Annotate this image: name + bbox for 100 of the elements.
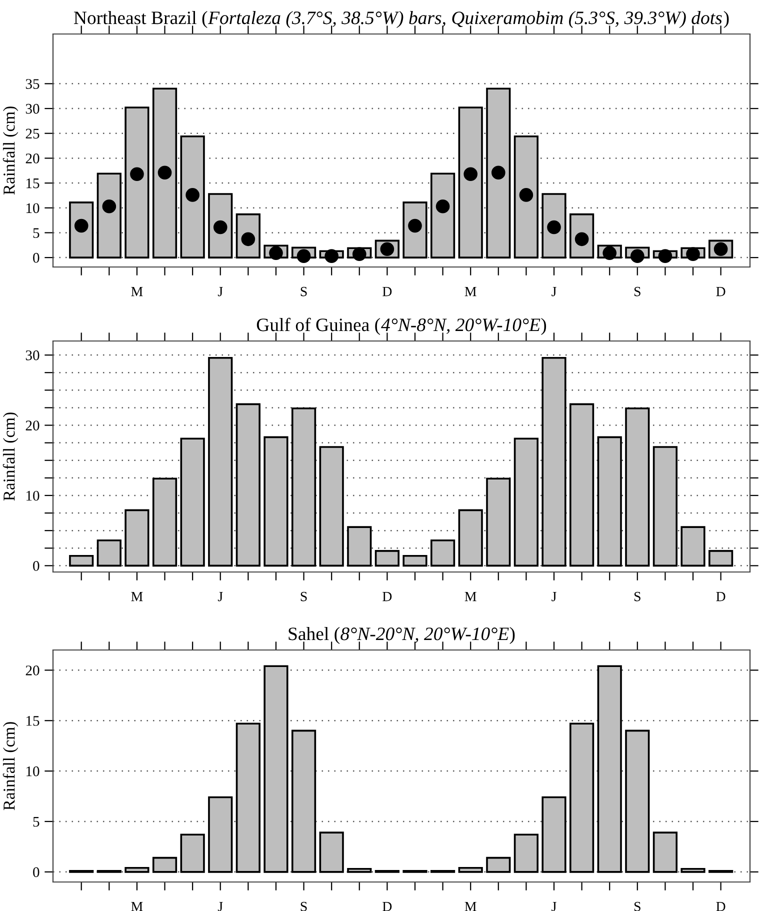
point (269, 246, 283, 260)
bar (680, 526, 706, 567)
point (630, 249, 644, 263)
point (158, 166, 172, 180)
x-tick-label: M (131, 902, 143, 911)
y-tick-label: 20 (26, 666, 40, 676)
y-tick-label: 25 (26, 128, 40, 139)
bar (180, 834, 205, 873)
bar (486, 88, 511, 258)
point (519, 188, 534, 202)
bar (291, 730, 316, 873)
y-tick-label: 10 (26, 490, 40, 501)
x-tick-label: D (382, 286, 392, 296)
point (186, 188, 200, 202)
bar (69, 554, 94, 567)
point (102, 199, 116, 214)
x-tick-label: D (716, 592, 726, 602)
bar (542, 796, 566, 873)
x-tick-label: J (552, 902, 556, 911)
y-tick-label: 20 (26, 420, 40, 430)
point (352, 247, 366, 261)
bar (124, 866, 150, 873)
chart-title: Gulf of Guinea (4°N-8°N, 20°W-10°E) (256, 318, 546, 335)
x-tick-label: M (131, 286, 143, 296)
bar (458, 106, 483, 258)
bar (124, 509, 150, 567)
x-tick-label: M (464, 592, 476, 602)
y-tick-label: 10 (26, 203, 40, 214)
bar (458, 509, 483, 567)
bar (625, 730, 650, 873)
bar (124, 106, 150, 258)
y-tick-label: 30 (26, 104, 40, 114)
bar (597, 436, 622, 567)
chart-title: Northeast Brazil (Fortaleza (3.7°S, 38.5°W) bars, Quixeramobim (5.3°S, 39.3°W) dots) (74, 10, 729, 28)
point (602, 246, 617, 260)
x-tick-label: S (300, 592, 307, 602)
bar (208, 356, 233, 567)
bar (152, 856, 178, 873)
bar (680, 868, 706, 873)
x-tick-label: D (382, 902, 392, 911)
bar (347, 868, 372, 873)
x-tick-label: J (552, 592, 556, 602)
x-tick-label: M (131, 592, 143, 602)
y-tick-label: 0 (33, 561, 40, 571)
bar (402, 554, 428, 567)
y-tick-label: 0 (33, 867, 40, 878)
bar (347, 526, 372, 567)
x-tick-label: M (464, 902, 476, 911)
bar (708, 550, 734, 567)
y-axis-title: Rainfall (cm) (2, 412, 18, 501)
y-tick-label: 20 (26, 154, 40, 164)
x-tick-label: S (634, 902, 640, 911)
chart-title: Sahel (8°N-20°N, 20°W-10°E) (288, 626, 515, 644)
x-tick-label: S (300, 902, 307, 911)
bar (319, 832, 344, 873)
bar (236, 722, 260, 873)
bar (264, 665, 288, 873)
y-tick-label: 15 (26, 178, 40, 188)
bar (514, 834, 538, 873)
x-tick-label: M (464, 286, 476, 296)
point (491, 166, 506, 180)
bar (542, 356, 566, 567)
y-tick-label: 10 (26, 766, 40, 776)
bar (486, 856, 511, 873)
bar (430, 540, 456, 567)
y-tick-label: 0 (33, 252, 40, 263)
bar (180, 135, 205, 258)
y-tick-label: 15 (26, 716, 40, 726)
bar (514, 438, 538, 567)
x-tick-label: D (716, 902, 726, 911)
y-tick-label: 35 (26, 79, 40, 89)
x-tick-label: J (218, 592, 223, 602)
bar (236, 403, 260, 567)
bar (597, 665, 622, 873)
bar (652, 446, 678, 567)
bar (319, 446, 344, 567)
bar (96, 540, 122, 567)
x-tick-label: S (634, 592, 640, 602)
point (547, 220, 561, 234)
bar (625, 408, 650, 567)
bar (514, 135, 538, 258)
bar (152, 478, 178, 567)
x-tick-label: S (634, 286, 640, 296)
point (658, 249, 672, 263)
y-tick-label: 30 (26, 350, 40, 360)
point (686, 247, 700, 261)
bar (458, 866, 483, 873)
bar (374, 550, 400, 567)
point (296, 249, 311, 263)
point (130, 167, 144, 182)
bar (430, 172, 456, 258)
point (213, 220, 228, 234)
y-axis-title: Rainfall (cm) (2, 722, 18, 810)
point (324, 249, 338, 263)
y-tick-label: 5 (33, 228, 40, 238)
x-tick-label: J (218, 286, 223, 296)
bar (291, 408, 316, 567)
bar (96, 172, 122, 258)
bar (264, 436, 288, 567)
x-tick-label: J (218, 902, 223, 911)
